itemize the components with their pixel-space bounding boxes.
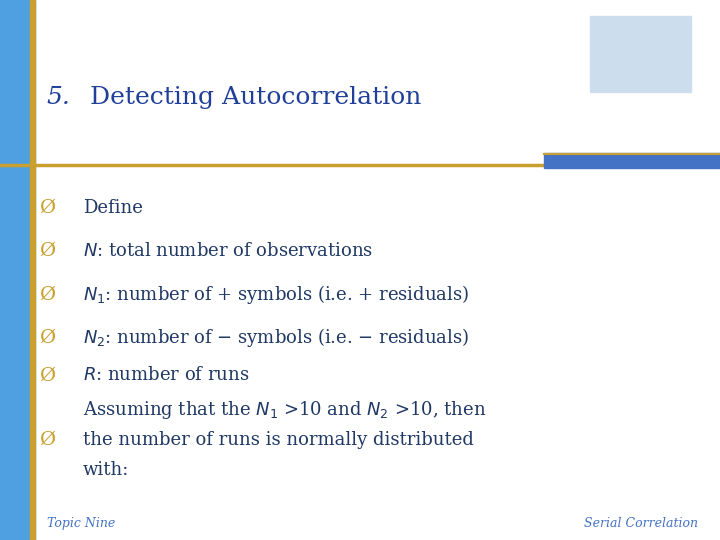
Text: Define: Define (83, 199, 143, 217)
Text: with:: with: (83, 461, 129, 479)
Text: Serial Correlation: Serial Correlation (585, 517, 698, 530)
Text: $N_2$: number of $-$ symbols (i.e. $-$ residuals): $N_2$: number of $-$ symbols (i.e. $-$ r… (83, 326, 469, 349)
Text: Ø: Ø (39, 328, 55, 347)
Text: Ø: Ø (39, 199, 55, 217)
Text: Ø: Ø (39, 285, 55, 303)
Bar (544, 153, 720, 167)
Text: Ø: Ø (39, 242, 55, 260)
Text: the number of runs is normally distributed: the number of runs is normally distribut… (83, 431, 474, 449)
Bar (590, 16, 691, 92)
Text: Ø: Ø (39, 366, 55, 384)
Text: Ø: Ø (39, 431, 55, 449)
Text: 5.: 5. (47, 86, 71, 109)
Text: Topic Nine: Topic Nine (47, 517, 115, 530)
Text: $N$: total number of observations: $N$: total number of observations (83, 242, 373, 260)
Text: Detecting Autocorrelation: Detecting Autocorrelation (90, 86, 421, 109)
Text: Assuming that the $N_1$ >10 and $N_2$ >10, then: Assuming that the $N_1$ >10 and $N_2$ >1… (83, 400, 486, 421)
Text: $R$: number of runs: $R$: number of runs (83, 366, 249, 384)
Text: $N_1$: number of + symbols (i.e. + residuals): $N_1$: number of + symbols (i.e. + resid… (83, 283, 469, 306)
Bar (30, 0, 35, 540)
Bar (0, 0, 35, 540)
